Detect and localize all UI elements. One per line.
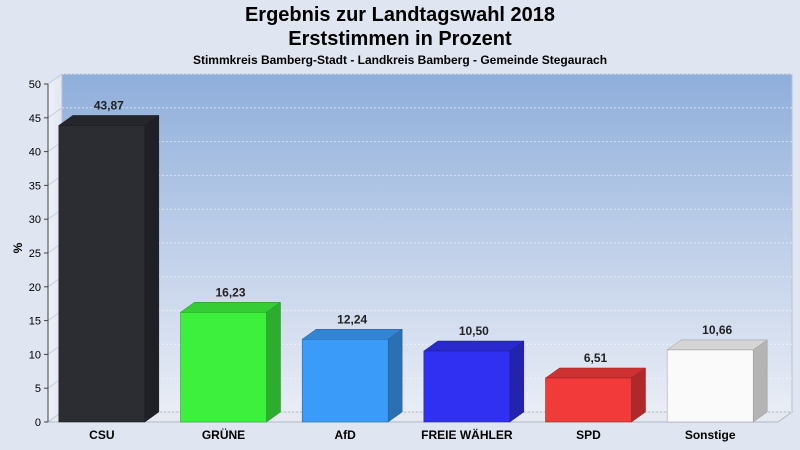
y-tick-label: 40 [29,147,41,159]
bar-value-label: 6,51 [584,351,608,365]
x-tick-label: AfD [335,428,357,442]
gridline-side [47,107,63,119]
bar-top [301,329,403,340]
bar-top [544,367,647,379]
y-tick-label: 15 [29,316,41,328]
y-tick-label: 0 [35,417,41,429]
bar-side [509,340,525,423]
y-tick-label: 5 [35,383,41,395]
y-tick-label: 45 [29,113,41,125]
bar [423,350,511,423]
bar-value-label: 43,87 [94,98,124,112]
bar-value-label: 10,50 [459,324,489,338]
y-tick-label: 10 [29,349,41,361]
gridline-side [47,73,63,85]
bar [666,349,754,423]
bar-side [144,114,160,423]
x-tick-label: FREIE WÄHLER [421,427,513,442]
bar [545,377,632,423]
chart-subtitle: Erststimmen in Prozent [288,28,512,50]
bar-top [666,339,768,351]
bar-top [423,340,525,352]
bar-top [179,302,282,313]
x-tick-label: CSU [89,428,114,442]
x-tick-label: GRÜNE [202,427,245,442]
y-tick-label: 35 [29,180,41,192]
y-tick-label: 25 [29,248,41,260]
bar-side [387,328,403,423]
y-axis-label: % [11,242,25,253]
bar-top [58,115,160,126]
chart-title: Ergebnis zur Landtagswahl 2018 [244,4,556,26]
y-tick-label: 20 [29,282,41,294]
bar-side [752,339,768,423]
bar-value-label: 10,66 [702,323,732,337]
bar [301,339,389,423]
bar [180,312,267,423]
y-tick-label: 50 [29,79,41,91]
x-tick-label: Sonstige [685,428,736,442]
bar [58,125,146,423]
bar-value-label: 16,23 [215,285,245,299]
y-tick-label: 30 [29,214,41,226]
chart-region-subtitle: Stimmkreis Bamberg-Stadt - Landkreis Bam… [192,53,608,67]
bar-value-label: 12,24 [337,312,367,326]
bar-side [266,301,281,423]
x-tick-label: SPD [576,428,601,442]
